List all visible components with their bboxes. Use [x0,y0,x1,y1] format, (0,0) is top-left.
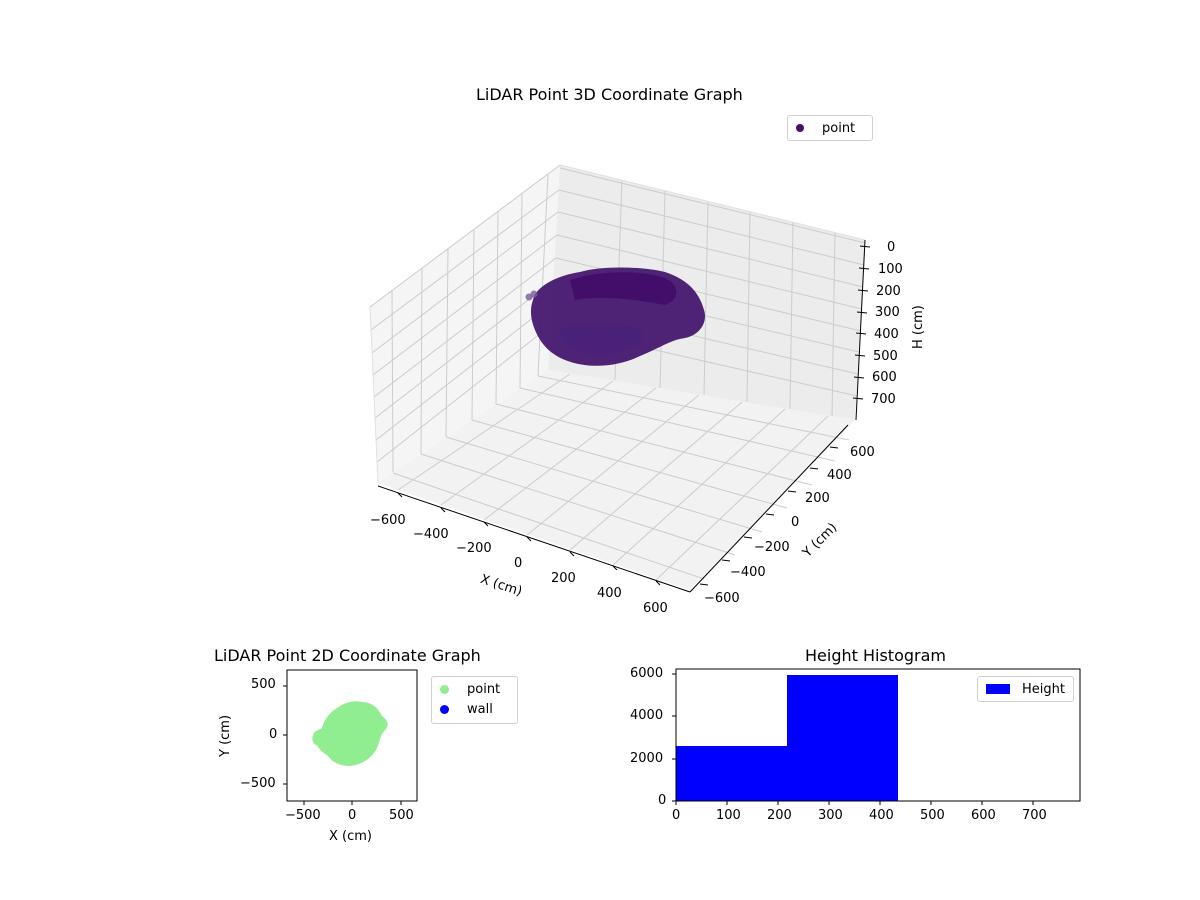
legend-marker-point [440,684,449,694]
legend-marker-point [796,124,804,132]
x-tick-label: −600 [370,513,406,528]
y-tick-label: 400 [827,468,852,483]
hist-x-tick: 700 [1022,808,1047,823]
hist-x-tick: 0 [672,808,681,823]
grid-lines [369,164,866,581]
plot3d-title: LiDAR Point 3D Coordinate Graph [476,85,743,104]
point-cloud-3d [525,267,706,366]
hist-x-tick: 500 [920,808,945,823]
hist-y-tick: 4000 [630,708,664,723]
h-axis-label: H (cm) [911,305,926,349]
plot2d-title: LiDAR Point 2D Coordinate Graph [214,646,481,665]
y-tick-label: 200 [805,491,830,506]
hist-x-tick: 200 [767,808,792,823]
histogram-title: Height Histogram [805,646,946,665]
plot2d-y-tick: 0 [269,727,278,742]
hist-bar-2 [787,675,898,801]
y-tick-label: −200 [754,540,790,555]
plot3d-legend: point [787,115,873,141]
legend-label-height: Height [1022,681,1065,697]
x-tick-label: 200 [551,571,576,586]
plot2d-x-tick: 500 [389,808,414,823]
y-tick-label: 0 [791,515,800,530]
h-tick-label: 200 [876,284,901,299]
hist-x-tick: 400 [869,808,894,823]
plot2d-y-tick: −500 [240,776,276,791]
histogram-legend: Height [977,676,1074,702]
x-tick-label: −400 [413,527,449,542]
legend-label-wall: wall [467,701,493,717]
point-blob-2d [312,701,388,766]
h-axis-line [855,239,866,421]
y-tick-label: −600 [704,591,740,606]
pane-floor [378,370,855,590]
y-tick-label: −400 [730,565,766,580]
pane-left [370,165,560,483]
legend-label-point: point [822,120,856,136]
hist-bar-1 [676,746,787,801]
h-tick-label: 400 [874,327,899,342]
x-ticks [397,492,661,586]
h-tick-label: 700 [871,392,896,407]
h-tick-label: 0 [887,240,896,255]
y-axis-line [689,424,849,593]
x-tick-label: −200 [456,541,492,556]
hist-y-tick: 6000 [630,666,664,681]
x-tick-label: 400 [597,586,622,601]
h-tick-label: 100 [878,262,903,277]
x-tick-label: 0 [514,556,523,571]
legend-marker-wall [440,704,449,714]
axis-lines [377,239,866,593]
x-tick-label: 600 [643,601,668,616]
y-tick-label: 600 [850,445,875,460]
legend-label-point: point [467,681,501,697]
plot2d-x-axis-label: X (cm) [329,829,372,844]
h-tick-label: 300 [875,305,900,320]
hist-y-tick: 2000 [630,751,664,766]
plot2d-legend: point wall [431,676,518,724]
plot2d-x-tick: −500 [285,808,321,823]
hist-x-tick: 300 [818,808,843,823]
h-tick-label: 500 [873,349,898,364]
legend-patch-height [986,684,1011,694]
plot2d-canvas [283,669,418,805]
x-axis-line [377,485,691,593]
hist-y-tick: 0 [658,793,667,808]
y-ticks [699,446,839,586]
plot2d-x-tick: 0 [348,808,357,823]
hist-x-tick: 600 [971,808,996,823]
plot2d-y-axis-label: Y (cm) [218,714,233,757]
hist-x-tick: 100 [716,808,741,823]
h-tick-label: 600 [872,370,897,385]
plot2d-y-tick: 500 [251,677,276,692]
h-ticks [852,245,871,400]
